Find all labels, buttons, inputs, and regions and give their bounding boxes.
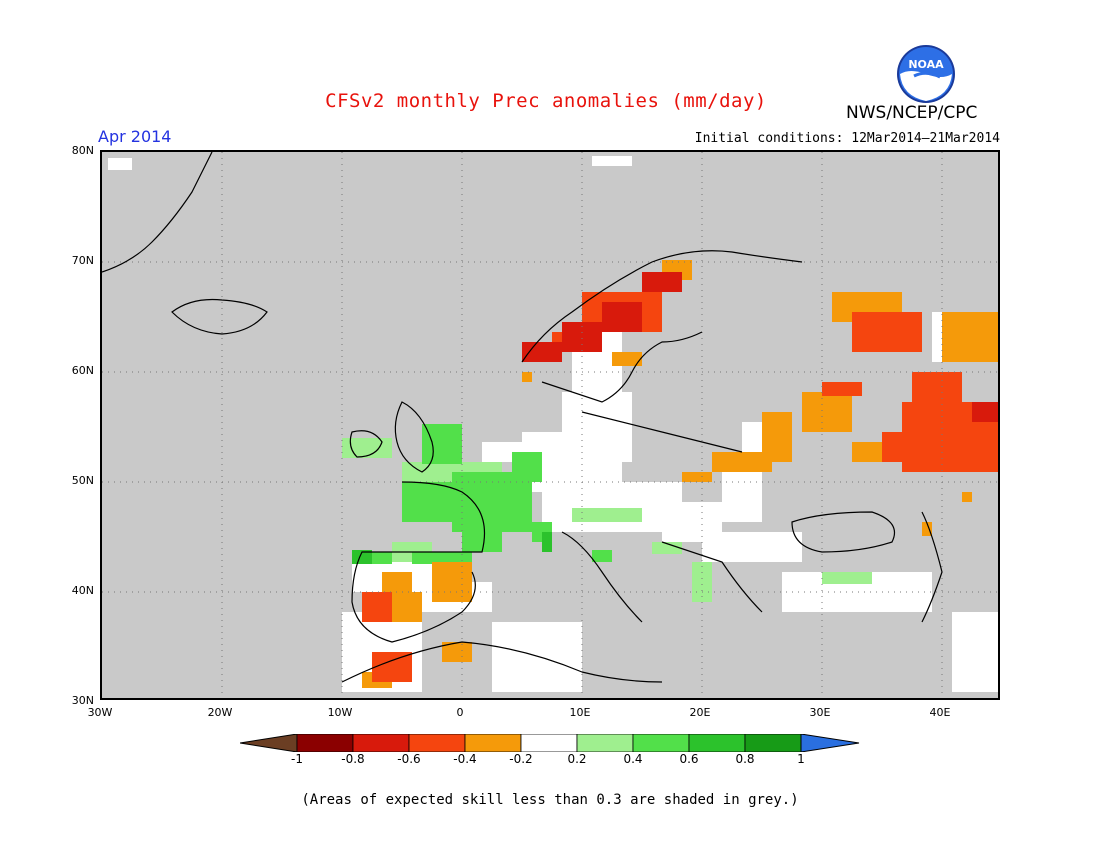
noaa-logo: NOAA bbox=[896, 44, 956, 104]
colorbar-svg bbox=[239, 733, 860, 753]
colorbar-segment bbox=[408, 733, 466, 753]
colorbar-segment bbox=[688, 733, 746, 753]
lat-label-50n: 50N bbox=[71, 474, 94, 487]
colorbar-label: -0.2 bbox=[509, 752, 533, 766]
lon-label-10e: 10E bbox=[569, 706, 591, 719]
map-canvas bbox=[102, 152, 998, 698]
colorbar-over-triangle bbox=[800, 733, 860, 753]
colorbar bbox=[239, 733, 860, 753]
colorbar-segment bbox=[744, 733, 802, 753]
map-title-text: CFSv2 monthly Prec anomalies (mm/day) bbox=[325, 90, 767, 112]
lon-label-40e: 40E bbox=[929, 706, 951, 719]
colorbar-label: 0.8 bbox=[735, 752, 755, 766]
initial-conditions: Initial conditions: 12Mar2014–21Mar2014 bbox=[694, 131, 1000, 146]
svg-text:NOAA: NOAA bbox=[908, 58, 944, 71]
lat-label-30n: 30N bbox=[71, 694, 94, 707]
colorbar-segment bbox=[296, 733, 354, 753]
map-title: CFSv2 monthly Prec anomalies (mm/day) bbox=[0, 90, 1100, 112]
lon-label-30e: 30E bbox=[809, 706, 831, 719]
colorbar-label: 1 bbox=[797, 752, 805, 766]
lon-label-10w: 10W bbox=[327, 706, 353, 719]
graticule bbox=[102, 152, 998, 698]
colorbar-segment bbox=[576, 733, 634, 753]
colorbar-label: -0.4 bbox=[453, 752, 477, 766]
skill-note: (Areas of expected skill less than 0.3 a… bbox=[301, 792, 799, 808]
lon-label-30w: 30W bbox=[87, 706, 113, 719]
lon-label-20w: 20W bbox=[207, 706, 233, 719]
colorbar-segment bbox=[520, 733, 578, 753]
colorbar-segment bbox=[464, 733, 522, 753]
negative-anomaly-strong bbox=[522, 272, 998, 422]
colorbar-label: 0.2 bbox=[567, 752, 587, 766]
coastlines bbox=[102, 152, 943, 683]
colorbar-segment bbox=[352, 733, 410, 753]
colorbar-label: -1 bbox=[291, 752, 303, 766]
colorbar-under-triangle bbox=[239, 733, 298, 753]
colorbar-label: -0.8 bbox=[341, 752, 365, 766]
colorbar-segment bbox=[632, 733, 690, 753]
lat-label-80n: 80N bbox=[71, 144, 94, 157]
organization-label: NWS/NCEP/CPC bbox=[846, 103, 978, 123]
lat-label-40n: 40N bbox=[71, 584, 94, 597]
positive-anomaly-strong bbox=[352, 532, 552, 564]
anomaly-map bbox=[100, 150, 1000, 700]
lat-label-60n: 60N bbox=[71, 364, 94, 377]
colorbar-label: -0.6 bbox=[397, 752, 421, 766]
lon-label-0: 0 bbox=[456, 706, 464, 719]
colorbar-label: 0.6 bbox=[679, 752, 699, 766]
forecast-month: Apr 2014 bbox=[98, 127, 172, 146]
lat-label-70n: 70N bbox=[71, 254, 94, 267]
colorbar-label: 0.4 bbox=[623, 752, 643, 766]
lon-label-20e: 20E bbox=[689, 706, 711, 719]
